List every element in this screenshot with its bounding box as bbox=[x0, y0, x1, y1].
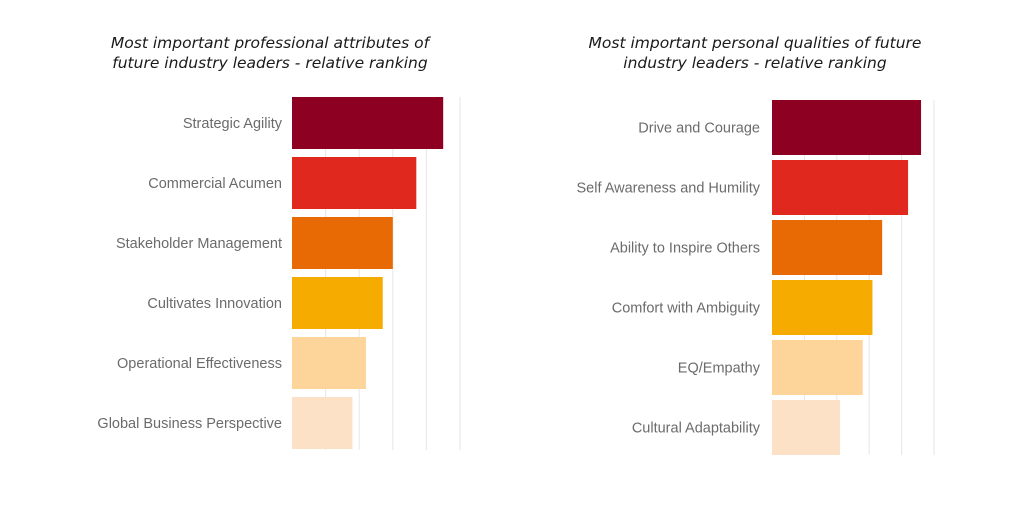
bar bbox=[772, 280, 873, 335]
chart-title-line: future industry leaders - relative ranki… bbox=[112, 54, 428, 72]
bar bbox=[292, 157, 417, 209]
chart-title: Most important personal qualities of fut… bbox=[545, 33, 965, 73]
category-label: Global Business Perspective bbox=[97, 416, 282, 432]
category-label: Ability to Inspire Others bbox=[610, 241, 760, 257]
chart-title: Most important professional attributes o… bbox=[60, 33, 480, 73]
category-label: Stakeholder Management bbox=[116, 236, 282, 252]
bar bbox=[772, 100, 922, 155]
category-label: EQ/Empathy bbox=[678, 361, 761, 377]
category-label: Strategic Agility bbox=[183, 116, 283, 132]
chart-professional-attributes: Most important professional attributes o… bbox=[60, 33, 480, 450]
category-label: Comfort with Ambiguity bbox=[612, 301, 761, 317]
chart-title-line: industry leaders - relative ranking bbox=[623, 54, 887, 72]
bar bbox=[292, 97, 444, 149]
category-label: Cultivates Innovation bbox=[147, 296, 282, 312]
bar bbox=[292, 337, 366, 389]
bar bbox=[292, 217, 393, 269]
category-label: Commercial Acumen bbox=[148, 176, 282, 192]
category-label: Self Awareness and Humility bbox=[577, 181, 761, 197]
bar-chart-professional: Strategic Agility Commercial Acumen Stakeh… bbox=[97, 97, 461, 450]
category-label: Cultural Adaptability bbox=[632, 421, 761, 437]
bar bbox=[772, 220, 883, 275]
category-label: Drive and Courage bbox=[638, 121, 760, 137]
bar bbox=[772, 340, 863, 395]
bar bbox=[292, 397, 353, 449]
bar bbox=[772, 160, 909, 215]
bar bbox=[772, 400, 841, 455]
chart-title-line: Most important professional attributes o… bbox=[110, 34, 430, 52]
category-label: Operational Effectiveness bbox=[117, 356, 282, 372]
chart-title-line: Most important personal qualities of fut… bbox=[588, 34, 922, 52]
bar bbox=[292, 277, 383, 329]
